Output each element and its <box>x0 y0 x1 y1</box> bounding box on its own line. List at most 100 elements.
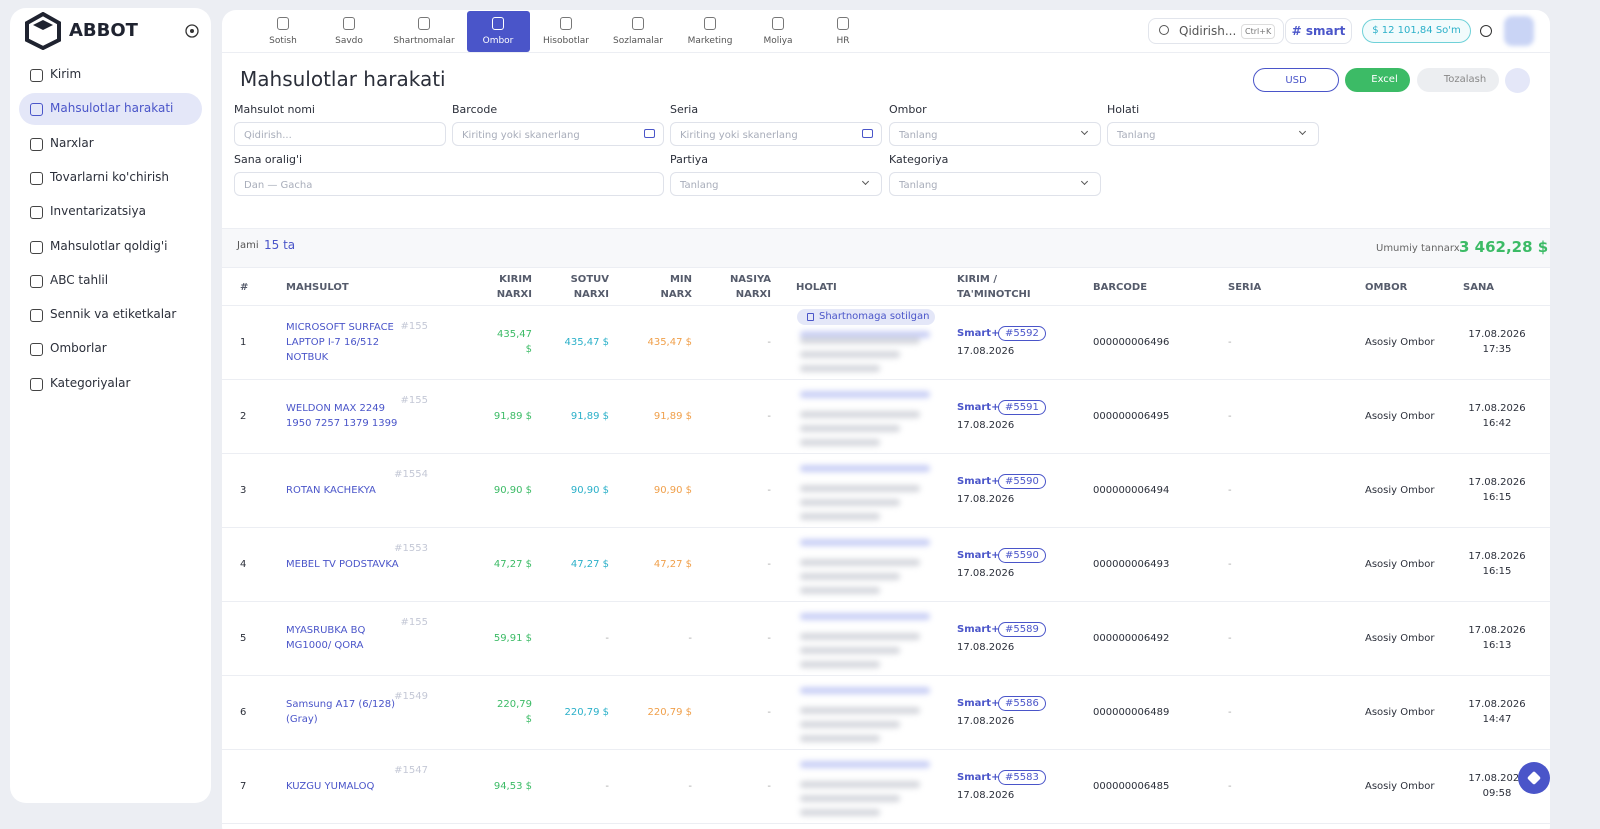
nav-item[interactable]: Hisobotlar <box>543 36 589 46</box>
menu-icon <box>30 103 43 117</box>
blurred-text <box>800 559 920 566</box>
column-header: KIRIM / TA'MINOTCHI <box>957 274 1031 300</box>
price: - <box>688 632 692 644</box>
menu-icon <box>30 137 43 151</box>
column-header: BARCODE <box>1093 281 1148 293</box>
nav-icon <box>772 17 784 30</box>
filter-input[interactable]: Kiriting yoki skanerlang <box>452 122 664 146</box>
filter-input[interactable]: Tanlang <box>1107 122 1319 146</box>
nav-icon <box>560 17 572 30</box>
price: - <box>767 558 771 570</box>
price: 90,90 $ <box>493 484 532 496</box>
filter-input[interactable]: Tanlang <box>670 172 882 196</box>
toolbar-button[interactable]: Tozalash <box>1417 68 1499 92</box>
barcode: 000000006494 <box>1093 484 1170 496</box>
menu-item[interactable]: Kirim <box>50 67 82 81</box>
filter-input[interactable]: Tanlang <box>889 172 1101 196</box>
menu-item[interactable]: Omborlar <box>50 341 107 356</box>
blurred-text <box>800 337 920 344</box>
filter-input[interactable]: Kiriting yoki skanerlang <box>670 122 882 146</box>
status-blur <box>790 529 940 601</box>
seria: - <box>1228 558 1232 570</box>
menu-item[interactable]: Kategoriyalar <box>50 375 131 390</box>
collapse-button[interactable] <box>185 24 199 38</box>
price: - <box>605 780 609 792</box>
nav-icon <box>277 17 289 30</box>
menu-item[interactable]: Mahsulotlar harakati <box>50 101 174 116</box>
nav-item[interactable]: Ombor <box>482 36 514 46</box>
nav-item[interactable]: Sozlamalar <box>613 36 663 46</box>
nav-item[interactable]: Marketing <box>687 36 733 46</box>
doc-badge[interactable]: #5586 <box>998 696 1046 711</box>
price: - <box>688 780 692 792</box>
cost-value: 3 462,28 $ <box>1459 238 1549 256</box>
supplier: Smart+ <box>957 772 1000 783</box>
filter-input[interactable]: Tanlang <box>889 122 1101 146</box>
nav-item[interactable]: Shartnomalar <box>393 36 455 46</box>
menu-item[interactable]: Tovarlarni ko'chirish <box>50 169 170 184</box>
blurred-text <box>800 513 880 520</box>
blurred-text <box>800 809 880 816</box>
product-id: #1547 <box>394 765 428 776</box>
product-id: #1553 <box>394 543 428 554</box>
blurred-text <box>800 735 880 742</box>
doc-date: 17.08.2026 <box>957 494 1015 505</box>
doc-badge[interactable]: #5592 <box>998 326 1046 341</box>
blurred-text <box>800 365 880 372</box>
supplier: Smart+ <box>957 402 1000 413</box>
column-header: MAHSULOT <box>286 281 349 293</box>
menu-icon <box>30 309 43 323</box>
column-header: SANA <box>1463 281 1495 293</box>
product-name[interactable]: KUZGU YUMALOQ <box>286 780 375 792</box>
doc-badge[interactable]: #5590 <box>998 548 1046 563</box>
product-name[interactable]: Samsung A17 (6/128) (Gray) <box>286 699 395 725</box>
product-name[interactable]: ROTAN KACHEKYA <box>286 484 376 496</box>
tag-button[interactable]: # smart <box>1285 18 1352 44</box>
menu-item[interactable]: ABC tahlil <box>50 272 109 287</box>
toolbar-button[interactable]: Excel <box>1345 68 1410 92</box>
filter-input[interactable]: Dan — Gacha <box>234 172 664 196</box>
summary-band <box>222 228 1550 268</box>
theme-toggle[interactable] <box>1480 25 1492 37</box>
balance-button[interactable]: $ 12 101,84 So'm <box>1362 19 1471 43</box>
date: 17.08.2026 <box>1468 625 1526 636</box>
menu-icon <box>30 377 43 391</box>
doc-date: 17.08.2026 <box>957 568 1015 579</box>
toolbar-button[interactable]: USD <box>1253 68 1339 92</box>
price: - <box>767 410 771 422</box>
nav-item[interactable]: Sotish <box>269 36 297 46</box>
blurred-text <box>800 485 920 492</box>
doc-badge[interactable]: #5591 <box>998 400 1046 415</box>
price: 47,27 $ <box>653 558 692 570</box>
date: 17.08.2026 <box>1468 329 1526 340</box>
price: 59,91 $ <box>493 632 532 644</box>
price: - <box>605 632 609 644</box>
price: - <box>767 780 771 792</box>
nav-item[interactable]: Savdo <box>335 36 363 46</box>
refresh-button[interactable] <box>1505 68 1530 93</box>
product-name[interactable]: MICROSOFT SURFACE LAPTOP I-7 16/512 NOTB… <box>286 321 394 363</box>
menu-item[interactable]: Narxlar <box>50 135 94 150</box>
doc-badge[interactable]: #5583 <box>998 770 1046 785</box>
nav-item[interactable]: HR <box>836 36 850 46</box>
menu-item[interactable]: Inventarizatsiya <box>50 204 146 219</box>
product-name[interactable]: MEBEL TV PODSTAVKA <box>286 558 399 570</box>
product-name[interactable]: MYASRUBKA BQ MG1000/ QORA <box>286 625 366 651</box>
ombor: Asosiy Ombor <box>1365 780 1435 792</box>
blurred-text <box>800 573 900 580</box>
search-box[interactable] <box>1148 18 1284 44</box>
nav-item[interactable]: Moliya <box>763 36 793 46</box>
summary-label: Jami <box>237 240 259 251</box>
product-name[interactable]: WELDON MAX 2249 1950 7257 1379 1399 <box>286 403 398 429</box>
blurred-text <box>800 687 930 694</box>
blurred-text <box>800 539 930 546</box>
price: - <box>767 706 771 718</box>
filter-input[interactable]: Qidirish... <box>234 122 446 146</box>
menu-item[interactable]: Mahsulotlar qoldig'i <box>50 238 168 253</box>
avatar[interactable] <box>1504 16 1534 46</box>
menu-item[interactable]: Sennik va etiketkalar <box>50 307 177 322</box>
doc-badge[interactable]: #5589 <box>998 622 1046 637</box>
doc-badge[interactable]: #5590 <box>998 474 1046 489</box>
row-number: 2 <box>240 410 247 422</box>
